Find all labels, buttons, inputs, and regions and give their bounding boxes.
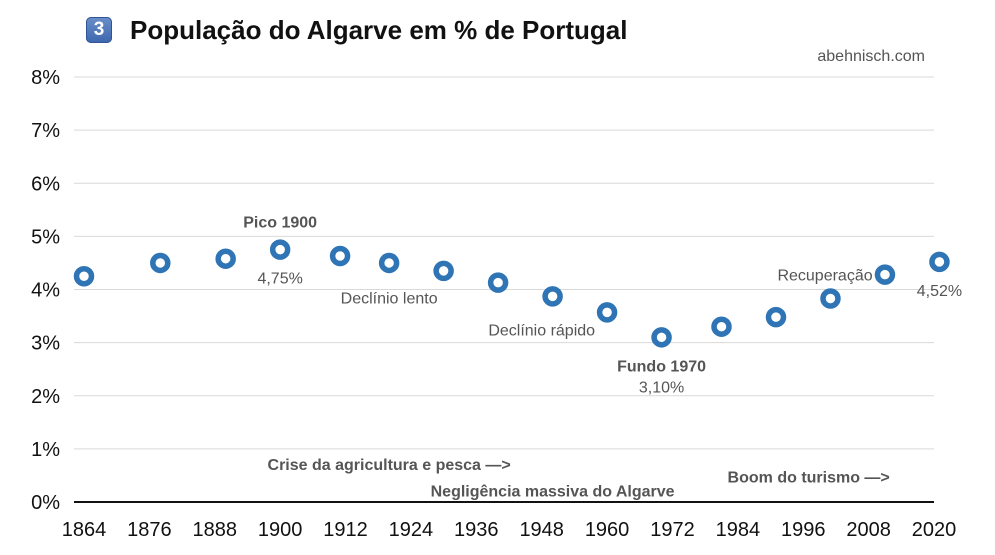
data-point	[487, 272, 509, 293]
y-tick-label: 6%	[31, 173, 60, 195]
x-tick-label: 1984	[716, 519, 761, 541]
data-point	[820, 288, 841, 309]
y-tick-label: 5%	[31, 226, 60, 248]
data-point	[378, 252, 400, 274]
x-tick-label: 1912	[323, 519, 368, 541]
x-tick-label: 1960	[585, 519, 630, 541]
number-badge: 3	[86, 17, 112, 43]
annotation-label: Boom do turismo —>	[728, 470, 890, 487]
annotation-label: Recuperação	[777, 268, 872, 285]
x-tick-label: 1924	[389, 519, 434, 541]
annotation-label: 4,52%	[917, 283, 962, 300]
annotation-label: 3,10%	[639, 379, 684, 396]
annotation-label: Pico 1900	[243, 215, 317, 232]
x-tick-label: 1972	[650, 519, 695, 541]
y-tick-label: 8%	[31, 67, 60, 89]
x-tick-label: 1876	[127, 519, 172, 541]
x-tick-label: 1888	[193, 519, 238, 541]
x-tick-label: 1900	[258, 519, 303, 541]
annotation-label: Declínio lento	[341, 290, 438, 307]
x-tick-label: 2008	[846, 519, 891, 541]
x-tick-label: 1948	[519, 519, 564, 541]
y-tick-label: 7%	[31, 120, 60, 142]
y-tick-label: 0%	[31, 492, 60, 514]
data-point	[765, 306, 787, 328]
data-point	[73, 265, 95, 287]
data-point	[711, 316, 732, 337]
data-point	[433, 260, 454, 282]
data-point	[929, 251, 950, 273]
x-tick-label: 1996	[781, 519, 826, 541]
title-row: 3 População do Algarve em % de Portugal	[86, 12, 627, 48]
y-tick-label: 1%	[31, 439, 60, 461]
y-tick-label: 2%	[31, 386, 60, 408]
y-tick-label: 3%	[31, 333, 60, 355]
chart-title: População do Algarve em % de Portugal	[130, 14, 628, 45]
annotation-label: Negligência massiva do Algarve	[431, 483, 675, 500]
annotation-label: 4,75%	[257, 271, 302, 288]
data-point	[874, 264, 896, 285]
data-point	[150, 252, 171, 274]
data-point	[651, 327, 672, 348]
data-point	[329, 245, 351, 267]
annotation-label: Declínio rápido	[488, 322, 595, 339]
x-tick-label: 1936	[454, 519, 499, 541]
annotation-label: Crise da agricultura e pesca —>	[268, 457, 511, 474]
data-point	[215, 248, 236, 269]
x-tick-label: 1864	[62, 519, 107, 541]
annotation-label: Fundo 1970	[617, 358, 706, 375]
y-tick-label: 4%	[31, 280, 60, 302]
data-point	[596, 302, 618, 323]
x-tick-label: 2020	[912, 519, 957, 541]
data-point	[269, 239, 291, 260]
source-credit: abehnisch.com	[817, 48, 925, 65]
data-point	[542, 286, 563, 307]
